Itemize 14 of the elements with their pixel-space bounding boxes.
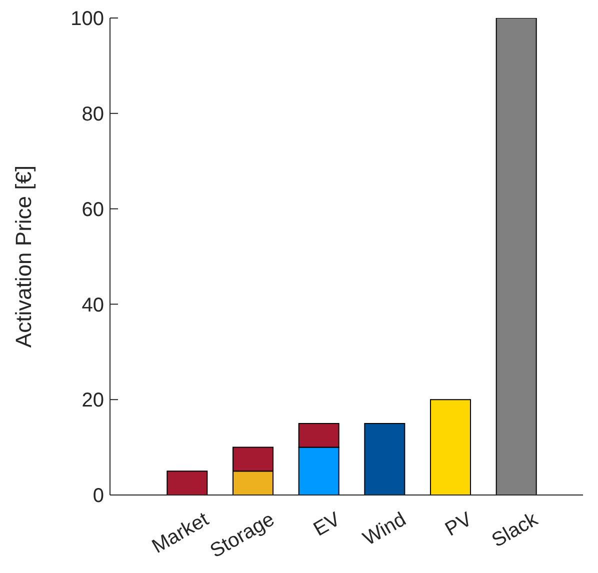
y-tick-label: 60 <box>82 198 104 221</box>
x-tick-label: Slack <box>488 508 542 552</box>
y-tick-label: 80 <box>82 104 104 126</box>
x-tick-label: EV <box>310 508 345 541</box>
bar <box>430 399 471 495</box>
x-tick-label: Wind <box>359 508 410 550</box>
bar <box>364 422 406 495</box>
y-tick-label: 0 <box>92 485 104 508</box>
bar <box>496 18 537 495</box>
x-tick-label: PV <box>442 508 476 541</box>
y-tick-label: 20 <box>82 390 104 412</box>
y-axis-title: Activation Price [€] <box>10 165 36 348</box>
y-tick-label: 100 <box>70 8 104 30</box>
y-tick-label: 40 <box>82 294 104 316</box>
